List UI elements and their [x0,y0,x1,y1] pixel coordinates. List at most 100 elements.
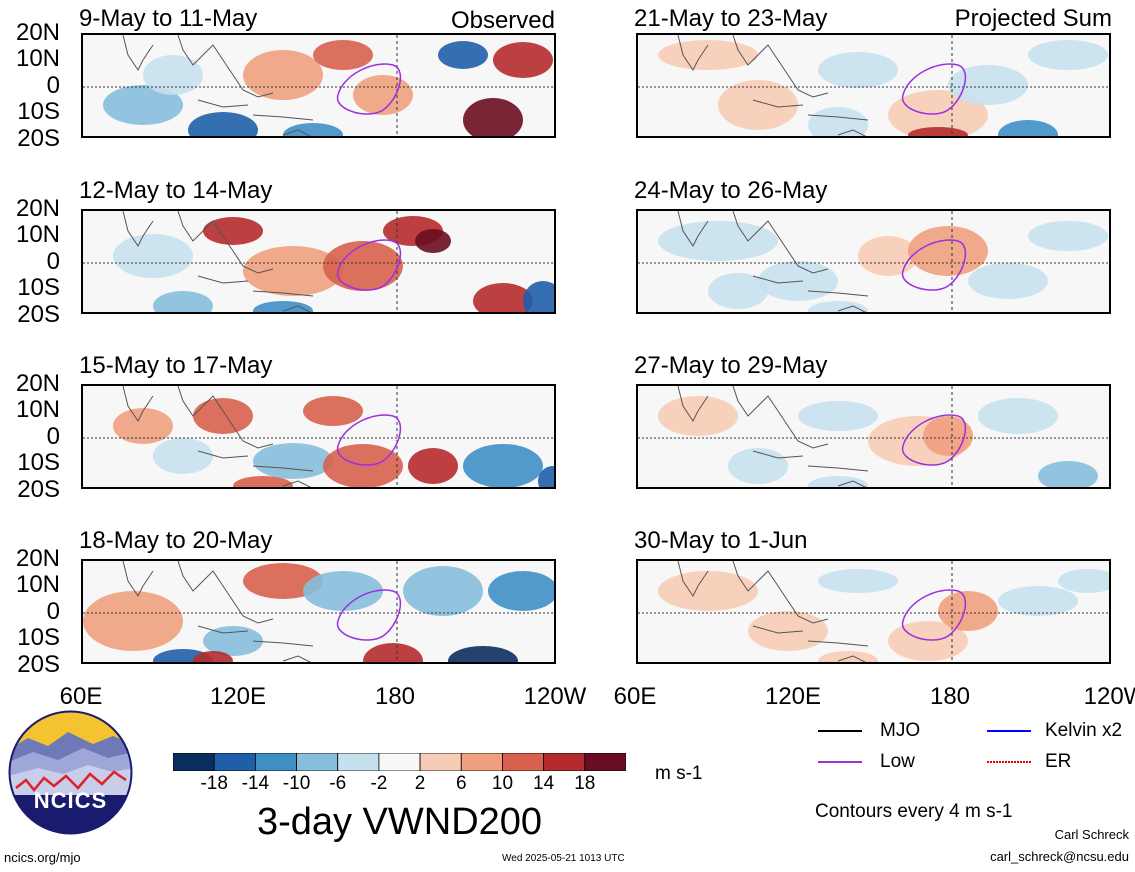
lon-label-left-60e: 60E [59,683,103,710]
coastline [122,386,314,487]
timestamp: Wed 2025-05-21 1013 UTC [502,853,625,864]
vwnd-field-map [638,211,1109,312]
mjo-low-contour [336,414,402,466]
colorbar-swatch [378,752,421,772]
colorbar-swatch [460,752,503,772]
colorbar-tick-label: -14 [241,773,270,794]
panel-title-left-2: 12-May to 14-May [79,177,273,204]
vwnd-field-map [638,386,1109,487]
vwnd-field-map [83,386,554,487]
colorbar-swatch [502,752,545,772]
coastline [677,386,869,487]
colorbar-swatch [296,752,339,772]
panel-title-right-2: 24-May to 26-May [634,177,828,204]
map-panel-observed-3 [81,384,556,489]
colorbar-tick-label: 2 [414,773,426,794]
panel-title-left-4: 18-May to 20-May [79,527,273,554]
map-panel-projected-3 [636,384,1111,489]
lat-label: 0 [46,248,60,275]
projected-label: Projected Sum [954,5,1112,32]
lat-label: 0 [46,72,60,99]
lon-label-left-180: 180 [374,683,416,710]
panel-title-right-4: 30-May to 1-Jun [634,527,808,554]
map-panel-projected-1 [636,33,1111,138]
lat-label: 0 [46,423,60,450]
lon-label-left-120e: 120E [209,683,267,710]
coastline [677,35,869,136]
lat-label: 10N [15,45,60,72]
mjo-low-contour [901,239,967,291]
author-name: Carl Schreck [1054,827,1129,842]
figure-title: 3-day VWND200 [256,801,543,843]
lat-label: 20N [15,370,60,397]
mjo-low-contour [901,63,967,115]
colorbar-tick-label: 10 [491,773,514,794]
colorbar-swatch [172,752,215,772]
coastline [122,561,314,662]
colorbar-swatch [213,752,256,772]
map-panel-projected-4 [636,559,1111,664]
colorbar-tick-label: -18 [200,773,228,794]
mjo-low-contour [336,589,402,641]
lat-label: 10N [15,571,60,598]
mjo-low-contour [901,589,967,641]
vwnd-field-map [83,561,554,662]
coastline [677,561,869,662]
map-panel-observed-2 [81,209,556,314]
vwnd-field-map [638,561,1109,662]
lon-label-right-120e: 120E [764,683,822,710]
legend-low-label: Low [880,751,915,772]
author-email: carl_schreck@ncsu.edu [990,849,1129,864]
colorbar-swatch [584,752,627,772]
lat-label: 10N [15,221,60,248]
legend-mjo-label: MJO [880,720,921,741]
mjo-low-contour [336,63,402,115]
colorbar-tick-label: 14 [533,773,555,794]
vwnd-field-map [83,211,554,312]
map-panel-observed-1 [81,33,556,138]
colorbar-tick-label: 18 [574,773,596,794]
vwnd-field-map [83,35,554,136]
lat-label: 20S [17,651,60,678]
lat-label: 10S [17,449,60,476]
colorbar-swatch [419,752,462,772]
map-panel-projected-2 [636,209,1111,314]
logo-text: NCICS [33,788,108,813]
colorbar-swatch [543,752,586,772]
panel-title-left-3: 15-May to 17-May [79,352,273,379]
lat-label: 20S [17,476,60,503]
panel-title-right-3: 27-May to 29-May [634,352,828,379]
lat-label: 20S [17,125,60,152]
lat-label: 20S [17,301,60,328]
lon-label-left-120w: 120W [523,683,587,710]
coastline [122,211,314,312]
lat-label: 0 [46,598,60,625]
lat-label: 20N [15,545,60,572]
colorbar-units: m s-1 [655,763,703,784]
coastline [122,35,314,136]
lat-label: 10S [17,98,60,125]
legend-kelvin-label: Kelvin x2 [1045,720,1123,741]
colorbar-tick-label: -10 [282,773,311,794]
map-panel-observed-4 [81,559,556,664]
lat-label: 10N [15,396,60,423]
colorbar-swatch [337,752,380,772]
lat-label: 10S [17,274,60,301]
lat-label: 10S [17,624,60,651]
vwnd-field-map [638,35,1109,136]
mjo-low-contour [901,414,967,466]
lon-label-right-120w: 120W [1083,683,1135,710]
site-link[interactable]: ncics.org/mjo [4,850,81,865]
lat-label: 20N [15,195,60,222]
colorbar [172,752,627,772]
coastline [677,211,869,312]
legend-er-label: ER [1045,751,1072,772]
colorbar-swatch [254,752,297,772]
ncics-logo [8,710,133,835]
lon-label-right-180: 180 [929,683,971,710]
contours-note: Contours every 4 m s-1 [815,801,1013,822]
panel-title-left-1: 9-May to 11-May [79,5,258,32]
panel-title-right-1: 21-May to 23-May [634,5,828,32]
mjo-low-contour [336,239,402,291]
colorbar-tick-label: -6 [329,773,347,794]
